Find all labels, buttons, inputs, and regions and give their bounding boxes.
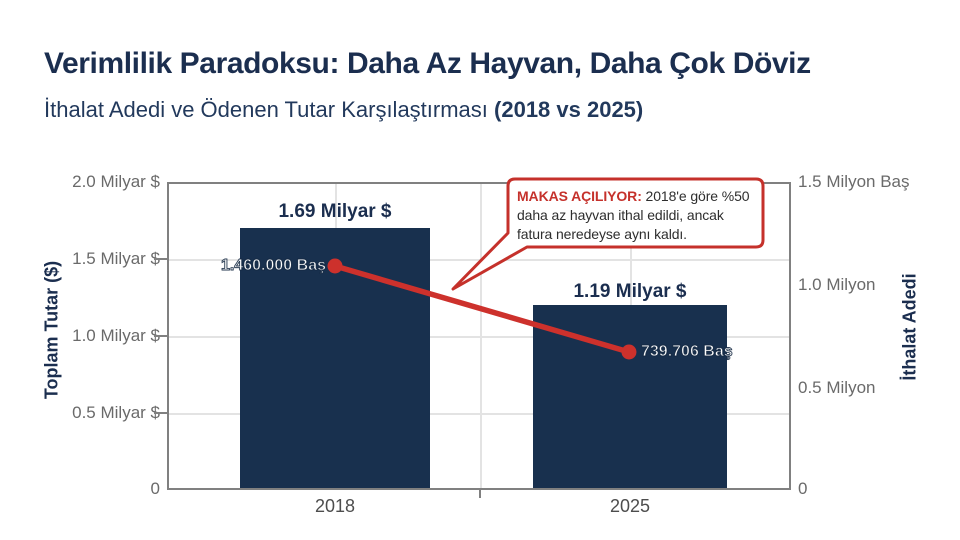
callout-highlight: MAKAS AÇILIYOR:	[517, 188, 642, 204]
right-axis-title: İthalat Adedi	[899, 273, 920, 381]
bar-value-label-2025: 1.19 Milyar $	[573, 281, 687, 302]
subtitle-regular: İthalat Adedi ve Ödenen Tutar Karşılaştı…	[44, 97, 495, 122]
point-label-2025: 739.706 Baş	[641, 343, 734, 361]
callout-text: MAKAS AÇILIYOR: 2018'e göre %50 daha az …	[517, 187, 760, 244]
left-axis-tick-label-1-5: 1.5 Milyar $	[72, 249, 160, 268]
bar-value-label-2018: 1.69 Milyar $	[278, 201, 392, 222]
left-axis-title: Toplam Tutar ($)	[41, 260, 62, 400]
page-subtitle: İthalat Adedi ve Ödenen Tutar Karşılaştı…	[44, 97, 643, 123]
x-axis-tick	[479, 490, 481, 498]
right-axis-tick-label-1-5: 1.5 Milyon Baş	[798, 172, 910, 191]
right-axis-tick-label-0: 0	[798, 479, 808, 498]
x-axis-label-2025: 2025	[609, 496, 651, 516]
left-axis-tick-label-2-0: 2.0 Milyar $	[72, 172, 160, 191]
callout-line1: 2018'e göre %50	[641, 188, 750, 204]
left-axis-tick-label-1-0: 1.0 Milyar $	[72, 326, 160, 345]
point-label-2018: 1.460.000 Baş	[221, 257, 327, 275]
left-axis-tick-label-0: 0	[150, 479, 160, 498]
callout-line3: fatura neredeyse aynı kaldı.	[517, 226, 687, 242]
right-axis-tick-label-0-5: 0.5 Milyon	[798, 378, 876, 397]
tick-mark-left-1	[154, 258, 167, 260]
x-axis-label-2018: 2018	[314, 496, 356, 516]
gridline-h-0_5	[169, 413, 789, 415]
tick-mark-left-2	[154, 335, 167, 337]
tick-mark-left-3	[154, 412, 167, 414]
right-axis-tick-label-1-0: 1.0 Milyon	[798, 275, 876, 294]
subtitle-bold: (2018 vs 2025)	[494, 97, 644, 122]
gridline-v-mid	[480, 184, 482, 488]
bar-2025	[533, 305, 727, 488]
page-title: Verimlilik Paradoksu: Daha Az Hayvan, Da…	[44, 47, 811, 80]
left-axis-tick-label-0-5: 0.5 Milyar $	[72, 403, 160, 422]
callout-line2: daha az hayvan ithal edildi, ancak	[517, 207, 724, 223]
